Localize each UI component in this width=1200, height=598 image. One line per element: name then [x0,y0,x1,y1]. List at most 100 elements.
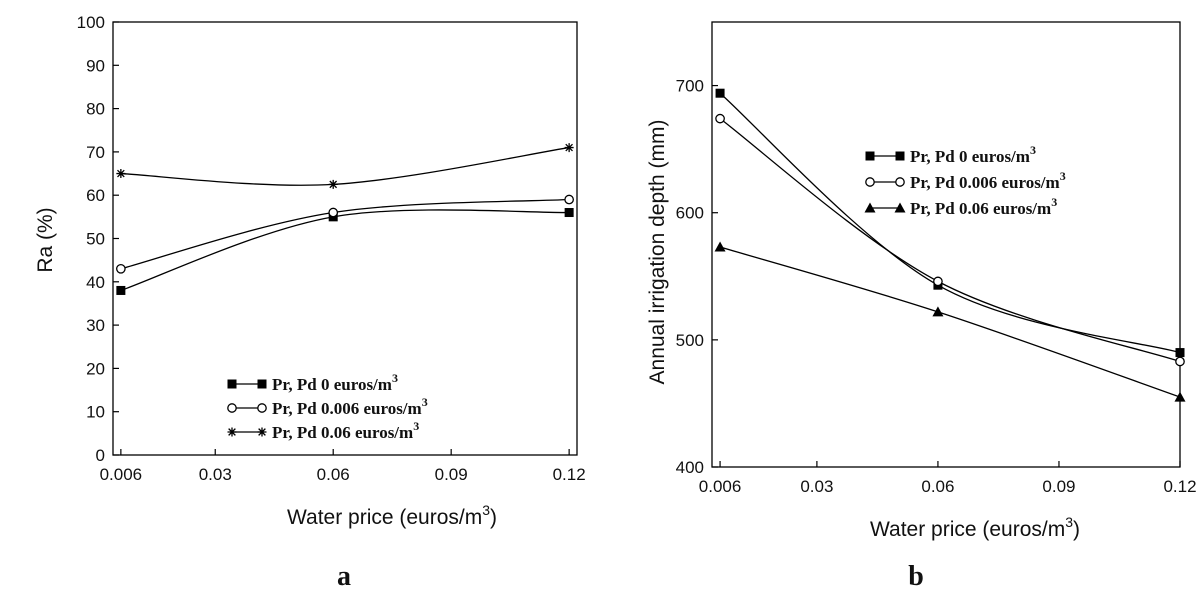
y-tick-label: 0 [96,446,105,465]
legend-label: Pr, Pd 0.006 euros/m3 [272,395,428,418]
legend-marker-left [864,202,876,213]
x-tick-label: 0.12 [1163,477,1196,496]
data-point [116,285,126,295]
data-point [1175,348,1185,358]
data-point [714,241,726,252]
series-2 [116,143,574,189]
legend-label-sup: 3 [1051,195,1057,209]
x-tick-label: 0.09 [1042,477,1075,496]
y-tick-label: 10 [86,403,105,422]
legend-marker-right [257,427,267,437]
data-point [933,276,943,287]
legend-label-text: Pr, Pd 0.006 euros/m [910,173,1060,192]
legend-label-sup: 3 [392,371,398,385]
x-axis-title: Water price (euros/m3) [870,514,1080,541]
x-tick-label: 0.03 [199,465,232,484]
panel-letter: a [337,561,351,592]
legend-marker-left [865,151,875,161]
y-tick-label: 80 [86,100,105,119]
y-tick-label: 20 [86,359,105,378]
chart-panel-a: 0 10 20 30 40 50 60 70 80 90 100 0.006 0.03 0.06 0.09 0… [34,13,586,592]
series-line [120,146,570,186]
series-1 [116,194,574,274]
series-line [120,209,570,292]
legend-label-text: Pr, Pd 0 euros/m [272,375,392,394]
legend-label-text: Pr, Pd 0.06 euros/m [910,199,1051,218]
x-axis-title-sup: 3 [1065,514,1073,530]
x-axis-title-text: Water price (euros/m [287,506,482,529]
y-tick-label: 90 [86,56,105,75]
legend-marker-left [227,403,237,413]
legend-label: Pr, Pd 0 euros/m3 [910,143,1036,166]
legend-marker-right [895,151,905,161]
legend-label: Pr, Pd 0.06 euros/m3 [272,419,419,442]
legend-label-text: Pr, Pd 0.006 euros/m [272,399,422,418]
legend-item: Pr, Pd 0.006 euros/m3 [865,169,1066,192]
legend-label-sup: 3 [1060,169,1066,183]
y-tick-label: 500 [676,331,704,350]
legend-item: Pr, Pd 0 euros/m3 [865,143,1036,166]
x-axis-title-tail: ) [1073,518,1080,541]
y-axis-title: Ra (%) [34,207,57,272]
y-tick-label: 70 [86,143,105,162]
legend-label-sup: 3 [422,395,428,409]
series-line [719,246,1181,398]
legend-item: Pr, Pd 0.06 euros/m3 [227,419,419,442]
data-point [1174,391,1186,402]
data-point [1175,356,1185,367]
x-axis-title-sup: 3 [482,502,490,518]
data-point [564,194,574,205]
series-0 [715,88,1185,358]
x-tick-label: 0.09 [435,465,468,484]
y-tick-label: 100 [77,13,105,32]
data-point [564,143,574,153]
data-point [116,169,126,179]
legend-marker-right [894,202,906,213]
legend-label-sup: 3 [1030,143,1036,157]
x-tick-label: 0.06 [921,477,954,496]
legend-label: Pr, Pd 0 euros/m3 [272,371,398,394]
chart-panel-b: 400 500 600 700 0.006 0.03 0.06 0.09 0.12 Water p… [646,21,1197,592]
x-axis-title-text: Water price (euros/m [870,518,1065,541]
legend-label-text: Pr, Pd 0.06 euros/m [272,423,413,442]
y-axis-title: Annual irrigation depth (mm) [646,120,669,385]
data-point [328,179,338,189]
data-point [564,208,574,218]
x-tick-label: 0.006 [699,477,742,496]
data-point [932,306,944,317]
data-point [715,88,725,98]
plot-frame [711,21,1181,468]
x-axis-title: Water price (euros/m3) [287,502,497,529]
legend-marker-right [895,177,905,187]
legend-marker-left [227,427,237,437]
y-tick-label: 700 [676,77,704,96]
legend-item: Pr, Pd 0 euros/m3 [227,371,398,394]
legend-marker-right [257,379,267,389]
y-tick-label: 40 [86,273,105,292]
x-tick-label: 0.12 [553,465,586,484]
y-tick-label: 30 [86,316,105,335]
series-0 [116,208,574,295]
x-tick-label: 0.03 [800,477,833,496]
series-line [120,198,570,270]
data-point [715,113,725,124]
series-2 [714,241,1186,402]
legend-marker-left [227,379,237,389]
data-point [116,263,126,274]
legend-item: Pr, Pd 0.006 euros/m3 [227,395,428,418]
data-point [328,207,339,218]
legend-label-text: Pr, Pd 0 euros/m [910,147,1030,166]
series-1 [715,113,1185,367]
x-tick-label: 0.06 [317,465,350,484]
y-tick-label: 400 [676,458,704,477]
legend-label: Pr, Pd 0.06 euros/m3 [910,195,1057,218]
y-tick-label: 50 [86,230,105,249]
x-tick-label: 0.006 [100,465,143,484]
legend-label-sup: 3 [413,419,419,433]
legend-marker-left [865,177,875,187]
y-tick-label: 600 [676,204,704,223]
x-axis-title-tail: ) [490,506,497,529]
